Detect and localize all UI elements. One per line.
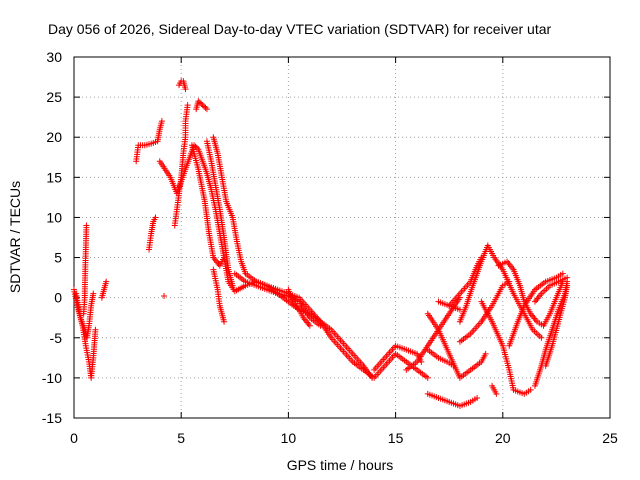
series-satellite-track-6 <box>146 214 159 253</box>
data-point <box>538 334 545 341</box>
data-point <box>527 386 534 393</box>
data-point <box>83 222 90 229</box>
series-satellite-track-25 <box>446 254 485 309</box>
data-point <box>450 362 457 369</box>
x-tick-label: 25 <box>602 430 618 446</box>
data-point <box>221 318 228 325</box>
series-satellite-track-2 <box>73 290 97 341</box>
data-point <box>564 274 571 281</box>
series-satellite-track-32 <box>531 274 571 305</box>
y-tick-label: 20 <box>46 129 62 145</box>
series-satellite-track-13 <box>203 138 236 289</box>
series-satellite-track-12 <box>188 142 228 269</box>
series-satellite-track-15 <box>210 266 228 325</box>
x-tick-label: 10 <box>281 430 297 446</box>
x-tick-label: 5 <box>177 430 185 446</box>
x-axis-label: GPS time / hours <box>287 457 394 473</box>
series-satellite-track-29 <box>495 258 566 329</box>
data-point <box>482 350 489 357</box>
data-point <box>201 103 208 110</box>
series-satellite-track-30 <box>506 270 566 349</box>
y-tick-label: -5 <box>50 330 63 346</box>
series-satellite-track-33 <box>542 282 571 369</box>
data-point <box>478 254 485 261</box>
grid-lines <box>74 57 610 418</box>
x-tick-label: 15 <box>388 430 404 446</box>
data-point <box>229 282 236 289</box>
data-point <box>564 282 571 289</box>
series-satellite-track-9 <box>171 102 191 229</box>
series-satellite-track-11 <box>193 98 210 113</box>
data-point <box>203 106 210 113</box>
data-point <box>195 98 202 105</box>
series-satellite-track-17 <box>285 286 313 329</box>
y-tick-label: 10 <box>46 209 62 225</box>
data-point <box>493 390 500 397</box>
data-point <box>199 102 206 109</box>
data-point <box>559 270 566 277</box>
series-satellite-track-21 <box>424 390 481 409</box>
y-tick-label: 5 <box>54 250 62 266</box>
series-satellite-track-5 <box>133 118 165 165</box>
data-point <box>90 290 97 297</box>
y-tick-label: -15 <box>42 410 62 426</box>
series-satellite-track-27 <box>478 298 534 397</box>
plot-frame <box>73 56 611 419</box>
data-point <box>92 326 99 333</box>
data-point <box>196 99 203 106</box>
data-point <box>198 100 205 107</box>
series-satellite-track-7 <box>161 293 168 300</box>
data-point <box>152 214 159 221</box>
data-point <box>317 322 324 329</box>
data-point <box>506 278 513 285</box>
y-tick-label: 0 <box>54 290 62 306</box>
data-point <box>158 118 165 125</box>
y-tick-label: 15 <box>46 169 62 185</box>
series-satellite-track-20 <box>424 310 489 381</box>
data-point <box>306 322 313 329</box>
data-point <box>202 104 209 111</box>
series-satellite-track-22 <box>424 346 457 369</box>
series-satellite-track-4 <box>98 278 110 301</box>
series-satellite-track-10 <box>176 78 189 93</box>
chart-title: Day 056 of 2026, Sidereal Day-to-day VTE… <box>48 21 552 37</box>
data-point <box>182 86 189 93</box>
series-satellite-track-26 <box>456 278 513 345</box>
y-axis-label: SDTVAR / TECUs <box>7 181 23 293</box>
x-tick-label: 0 <box>70 430 78 446</box>
data-point <box>103 278 110 285</box>
axis-ticks: 0 5 10 15 20 25 -15 -10 -5 0 5 10 15 20 25 30 <box>42 49 618 446</box>
y-tick-label: 30 <box>46 49 62 65</box>
y-tick-label: -10 <box>42 370 62 386</box>
data-point <box>369 374 376 381</box>
y-tick-label: 25 <box>46 89 62 105</box>
series-satellite-track-28 <box>489 382 500 397</box>
data-point <box>192 143 199 150</box>
x-tick-label: 20 <box>495 430 511 446</box>
data-point <box>184 102 191 109</box>
data-point <box>161 293 168 300</box>
data-point <box>474 394 481 401</box>
series-satellite-track-3 <box>80 222 90 317</box>
data-point <box>424 374 431 381</box>
data-points <box>71 78 571 409</box>
